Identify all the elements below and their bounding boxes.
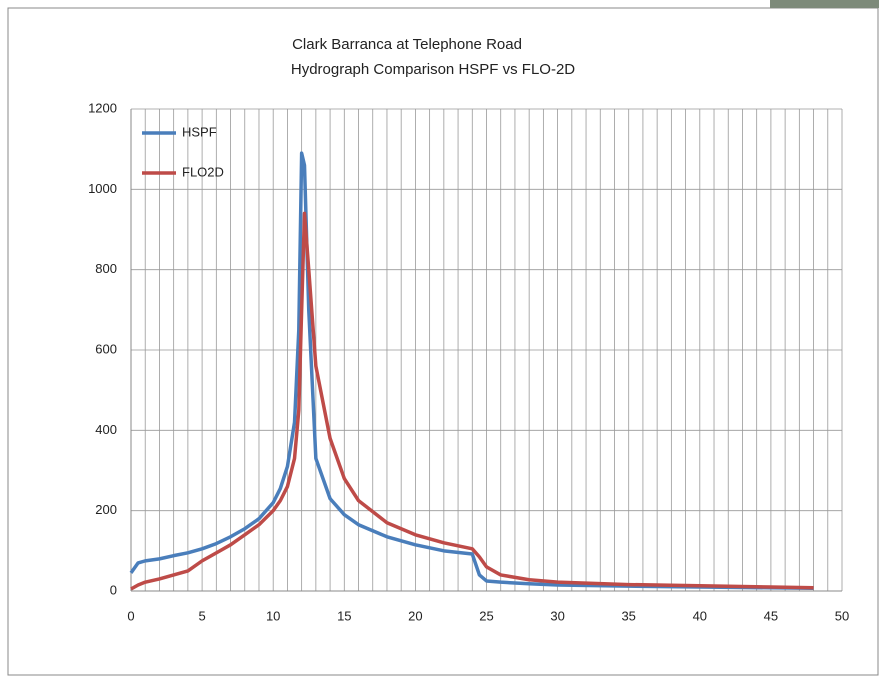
y-tick-label: 800 (95, 261, 117, 276)
x-tick-label: 40 (693, 608, 707, 623)
legend-label: FLO2D (182, 164, 224, 179)
y-tick-label: 400 (95, 422, 117, 437)
x-tick-label: 10 (266, 608, 280, 623)
chart-frame (7, 7, 879, 676)
x-tick-label: 35 (621, 608, 635, 623)
x-tick-label: 25 (479, 608, 493, 623)
chart-title: Clark Barranca at Telephone Road (292, 36, 522, 53)
legend-label: HSPF (182, 124, 217, 139)
line-series (130, 211, 814, 591)
y-tick-label: 1000 (88, 181, 117, 196)
x-tick-label: 0 (127, 608, 134, 623)
chart-subtitle: Hydrograph Comparison HSPF vs FLO-2D (291, 61, 575, 78)
x-tick-label: 20 (408, 608, 422, 623)
y-tick-label: 1200 (88, 100, 117, 115)
x-tick-label: 50 (835, 608, 849, 623)
y-tick-label: 600 (95, 341, 117, 356)
y-tick-label: 0 (110, 582, 117, 597)
x-tick-label: 5 (198, 608, 205, 623)
x-tick-label: 30 (550, 608, 564, 623)
y-tick-label: 200 (95, 502, 117, 517)
photo-fragment (770, 0, 879, 8)
x-tick-label: 45 (764, 608, 778, 623)
x-tick-label: 15 (337, 608, 351, 623)
